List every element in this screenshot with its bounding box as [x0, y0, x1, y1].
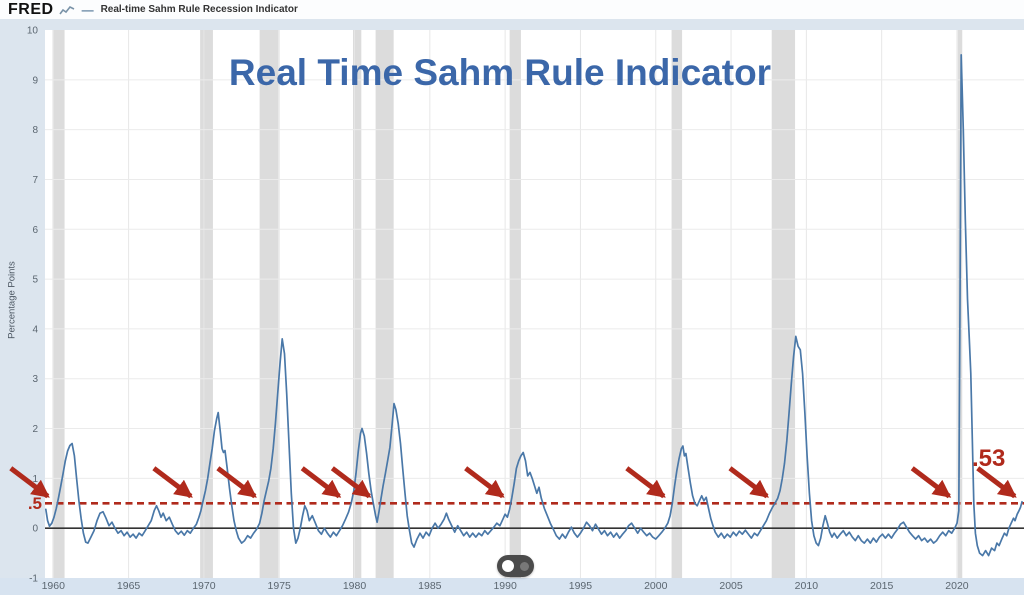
recession-signal-arrow [300, 466, 342, 499]
latest-value-label: .53 [972, 445, 1006, 472]
recession-band [509, 30, 521, 578]
recession-band [771, 30, 796, 578]
recession-band [259, 30, 279, 578]
recession-signal-arrow [330, 466, 372, 499]
scrubber-toggle[interactable] [497, 555, 534, 577]
x-tick-label: 1985 [418, 580, 442, 592]
recession-signal-arrow [976, 466, 1017, 499]
header-bar: FRED — Real-time Sahm Rule Recession Ind… [0, 0, 1024, 19]
recession-signal-arrow [728, 466, 769, 499]
y-axis-title: Percentage Points [6, 261, 18, 339]
recession-signal-arrow [625, 466, 666, 499]
x-tick-label: 2000 [644, 580, 668, 592]
y-tick-label: 10 [27, 26, 39, 37]
x-tick-label: 1990 [493, 580, 517, 592]
y-tick-label: 5 [32, 275, 38, 286]
toggle-active-dot [502, 560, 514, 572]
recession-signal-arrow [464, 466, 505, 499]
x-tick-label: 1970 [192, 580, 216, 592]
plot-area [45, 30, 1024, 578]
recession-signal-arrow [152, 466, 193, 499]
threshold-value-label: .5 [27, 494, 42, 513]
fred-logo[interactable]: FRED [8, 0, 54, 18]
y-tick-label: 8 [32, 125, 38, 136]
recession-band [671, 30, 683, 578]
recession-signal-arrow [910, 466, 952, 499]
x-tick-label: 2020 [945, 580, 969, 592]
y-tick-label: 7 [32, 175, 38, 186]
x-tick-label: 2015 [870, 580, 894, 592]
sahm-indicator-line [44, 54, 1023, 557]
y-tick-label: 0 [32, 524, 38, 535]
recession-band [353, 30, 362, 578]
y-tick-label: 1 [32, 474, 38, 485]
recession-signal-arrow [9, 466, 50, 499]
x-tick-label: 1995 [569, 580, 593, 592]
x-tick-label: 2005 [719, 580, 743, 592]
recession-signal-arrow [216, 466, 257, 499]
fred-logo-chart-icon [58, 5, 74, 15]
x-axis-strip [0, 578, 1024, 595]
legend-line-swatch: — [81, 2, 94, 17]
legend-series-label: Real-time Sahm Rule Recession Indicator [100, 3, 298, 15]
y-tick-label: 6 [32, 225, 38, 236]
x-tick-label: 1980 [343, 580, 367, 592]
x-tick-label: 1975 [268, 580, 292, 592]
y-tick-label: 3 [32, 374, 38, 385]
y-tick-label: 9 [32, 75, 38, 86]
x-tick-label: 2010 [795, 580, 819, 592]
x-tick-label: 1960 [42, 580, 66, 592]
recession-band [200, 30, 213, 578]
toggle-inactive-dot [520, 561, 529, 571]
y-tick-label: -1 [29, 574, 38, 585]
recession-band [52, 30, 65, 578]
y-tick-label: 4 [32, 324, 38, 335]
x-tick-label: 1965 [117, 580, 141, 592]
chart-title: Real Time Sahm Rule Indicator [228, 52, 772, 93]
recession-band [375, 30, 394, 578]
y-tick-label: 2 [32, 424, 38, 435]
